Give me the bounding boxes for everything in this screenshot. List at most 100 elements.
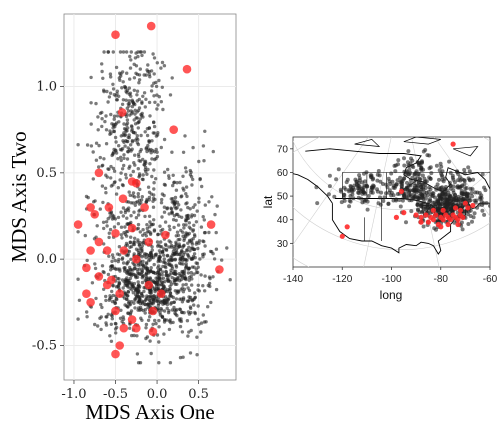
map-highlight-point	[450, 141, 456, 147]
map-background-point	[421, 200, 426, 205]
mds-background-point	[172, 245, 177, 249]
mds-x-tick-label: -0.5	[103, 387, 128, 402]
mds-background-point	[141, 274, 145, 279]
mds-background-point	[160, 270, 165, 274]
mds-background-point	[109, 176, 113, 180]
mds-background-point	[109, 296, 113, 300]
mds-highlight-point	[127, 223, 137, 233]
map-background-point	[436, 199, 440, 204]
mds-background-point	[101, 200, 105, 205]
map-background-point	[459, 189, 464, 193]
mds-background-point	[129, 268, 133, 272]
map-background-point	[402, 156, 406, 161]
mds-background-point	[201, 239, 205, 243]
map-background-point	[439, 202, 444, 207]
mds-background-point	[93, 262, 97, 266]
mds-background-point	[135, 352, 140, 356]
mds-background-point	[176, 223, 181, 227]
map-highlight-point	[425, 219, 431, 225]
mds-background-point	[181, 174, 185, 178]
map-background-point	[350, 192, 355, 197]
mds-background-point	[124, 241, 129, 246]
mds-background-point	[113, 217, 118, 221]
mds-background-point	[157, 361, 161, 365]
map-background-point	[462, 178, 467, 183]
mds-background-point	[123, 225, 127, 229]
mds-background-point	[160, 273, 164, 277]
mds-background-point	[150, 174, 154, 179]
mds-background-point	[179, 228, 183, 233]
mds-background-point	[182, 188, 186, 192]
map-background-point	[447, 203, 452, 208]
mds-background-point	[201, 144, 206, 148]
mds-background-point	[85, 310, 89, 314]
mds-background-point	[136, 283, 141, 287]
mds-background-point	[161, 107, 165, 112]
mds-background-point	[126, 200, 131, 204]
mds-background-point	[192, 213, 197, 218]
map-background-point	[463, 189, 467, 194]
mds-background-point	[199, 330, 203, 334]
mds-background-point	[130, 125, 134, 129]
mds-background-point	[184, 258, 188, 262]
map-background-point	[357, 186, 362, 191]
mds-background-point	[133, 112, 137, 116]
map-background-point	[347, 198, 352, 203]
map-y-axis: 30 40 50 60 70	[277, 144, 293, 250]
mds-background-point	[129, 235, 133, 239]
mds-highlight-point	[140, 203, 149, 212]
mds-background-point	[137, 286, 141, 290]
map-background-point	[396, 162, 400, 167]
map-background-point	[326, 192, 331, 197]
map-background-point	[410, 175, 415, 180]
mds-background-point	[179, 277, 183, 282]
mds-background-point	[172, 201, 177, 205]
mds-background-point	[91, 150, 95, 154]
mds-background-point	[155, 240, 160, 244]
mds-background-point	[107, 235, 111, 240]
mds-background-point	[136, 222, 141, 227]
mds-background-point	[194, 261, 198, 265]
map-background-point	[418, 177, 423, 182]
mds-x-axis: -1.0 -0.5 0.0 0.5	[61, 380, 209, 402]
mds-background-point	[176, 233, 181, 238]
mds-background-point	[162, 257, 166, 261]
mds-background-point	[139, 133, 143, 138]
mds-background-point	[126, 301, 131, 305]
mds-background-point	[171, 320, 175, 325]
mds-background-point	[163, 242, 168, 247]
mds-background-point	[167, 258, 172, 262]
mds-background-point	[136, 54, 140, 59]
map-background-point	[453, 198, 458, 203]
mds-background-point	[100, 117, 104, 121]
mds-highlight-point	[215, 265, 224, 274]
map-background-point	[482, 185, 487, 190]
map-background-point	[423, 186, 428, 190]
map-background-point	[392, 163, 397, 168]
map-background-point	[407, 190, 412, 195]
mds-background-point	[179, 317, 183, 321]
mds-background-point	[164, 265, 168, 270]
map-background-point	[391, 193, 396, 198]
map-background-point	[446, 197, 451, 202]
mds-background-point	[143, 311, 147, 315]
mds-background-point	[195, 335, 199, 339]
mds-background-point	[131, 194, 135, 198]
mds-background-point	[105, 224, 109, 228]
mds-background-point	[119, 233, 124, 237]
mds-background-point	[111, 166, 116, 171]
mds-background-point	[147, 298, 151, 302]
mds-background-point	[207, 275, 212, 279]
map-background-point	[375, 178, 380, 183]
mds-background-point	[157, 95, 161, 99]
mds-background-point	[97, 165, 101, 169]
mds-background-point	[207, 230, 211, 235]
map-background-point	[343, 187, 348, 192]
mds-background-point	[121, 50, 126, 54]
mds-background-point	[89, 75, 93, 80]
mds-background-point	[170, 294, 174, 298]
mds-background-point	[198, 257, 202, 261]
mds-background-point	[146, 185, 151, 189]
mds-background-point	[212, 257, 217, 261]
mds-background-point	[124, 114, 129, 119]
